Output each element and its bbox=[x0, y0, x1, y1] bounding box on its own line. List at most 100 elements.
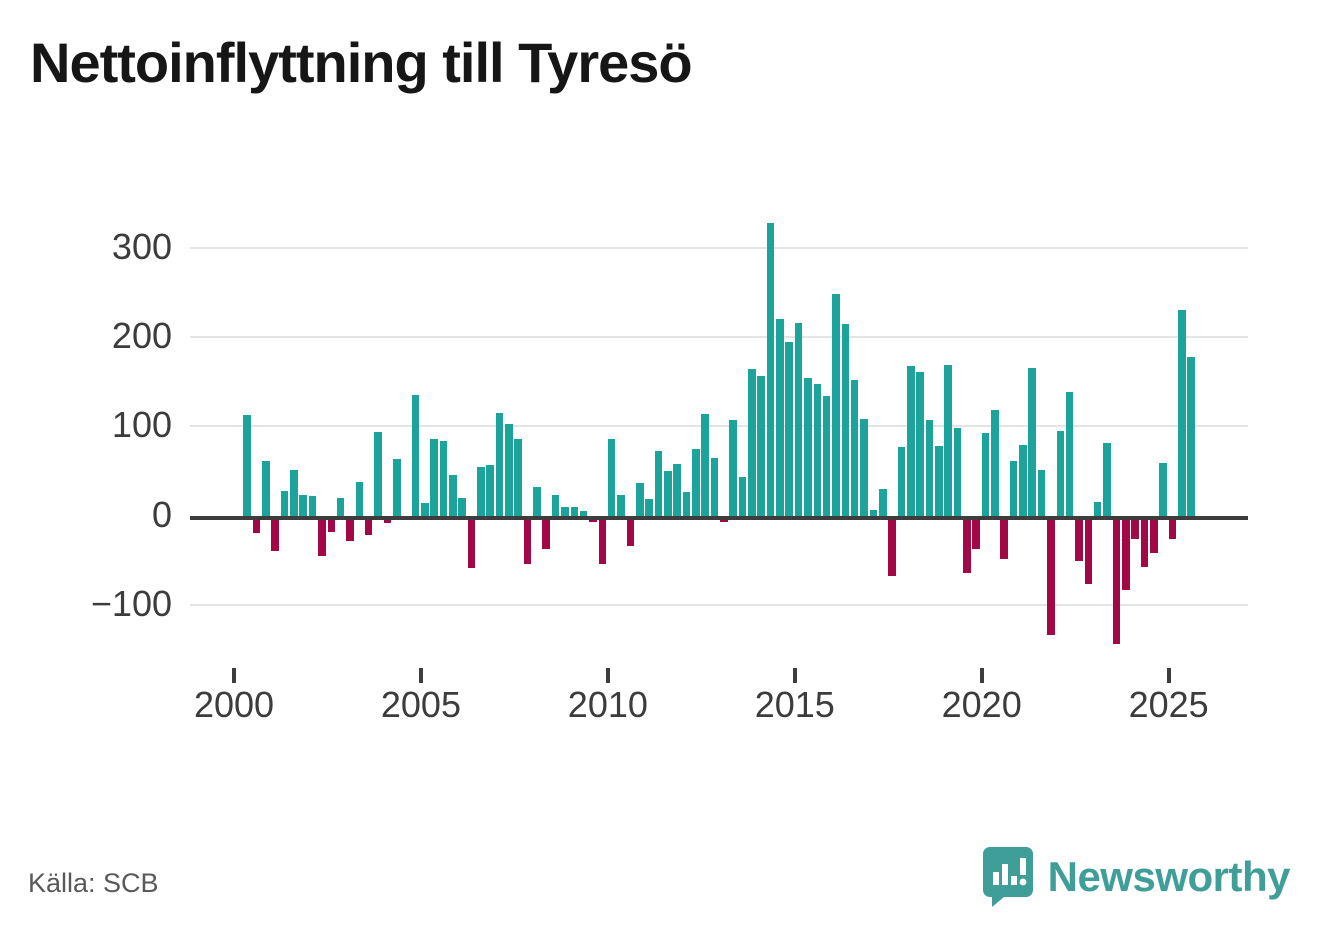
plot-area bbox=[190, 210, 1248, 662]
bar-2012-Q4 bbox=[710, 458, 719, 518]
bar-2003-Q1 bbox=[346, 517, 354, 541]
bar-2022-Q1 bbox=[1056, 430, 1065, 518]
bar-2006-Q2 bbox=[467, 517, 476, 569]
bar-2009-Q2 bbox=[579, 511, 588, 518]
x-tick-label-2025: 2025 bbox=[1128, 684, 1209, 725]
bar-2022-Q3 bbox=[1075, 517, 1083, 562]
y-tick-label-0: 0 bbox=[151, 493, 172, 535]
x-tick-label-2000: 2000 bbox=[193, 684, 275, 725]
bar-2015-Q2 bbox=[804, 377, 812, 518]
y-tick-label-100: 100 bbox=[111, 404, 172, 446]
bar-2017-Q1 bbox=[869, 510, 878, 518]
bar-2024-Q3 bbox=[1149, 517, 1158, 554]
bar-2005-Q1 bbox=[420, 502, 429, 518]
bar-2001-Q3 bbox=[290, 469, 298, 518]
x-tick-label-2020: 2020 bbox=[941, 684, 1022, 725]
bar-2002-Q1 bbox=[308, 495, 317, 518]
bar-2025-Q3 bbox=[1187, 357, 1195, 518]
bar-2002-Q2 bbox=[318, 517, 326, 556]
bar-2014-Q3 bbox=[776, 318, 784, 518]
bar-2019-Q1 bbox=[944, 364, 952, 518]
bar-2008-Q1 bbox=[533, 486, 541, 518]
bar-2023-Q3 bbox=[1112, 517, 1121, 645]
bar-2010-Q4 bbox=[635, 483, 644, 518]
bar-2007-Q1 bbox=[495, 412, 504, 518]
bar-2015-Q4 bbox=[822, 395, 831, 518]
x-tick-2015 bbox=[792, 668, 797, 683]
x-tick-2000 bbox=[232, 668, 236, 683]
bar-2018-Q2 bbox=[916, 371, 924, 518]
bar-2025-Q1 bbox=[1168, 517, 1177, 539]
source-note: Källa: SCB bbox=[28, 868, 159, 898]
bar-2009-Q3 bbox=[589, 517, 597, 522]
bar-2021-Q1 bbox=[1019, 444, 1027, 518]
bar-2012-Q3 bbox=[701, 413, 709, 518]
x-tick-2025 bbox=[1166, 668, 1171, 683]
bar-2015-Q1 bbox=[794, 323, 803, 518]
bar-2012-Q2 bbox=[692, 449, 700, 518]
brand-name: Newsworthy bbox=[1047, 853, 1291, 900]
bar-2013-Q2 bbox=[729, 419, 737, 518]
bar-2008-Q2 bbox=[542, 517, 551, 549]
bar-2001-Q1 bbox=[271, 517, 280, 552]
bar-2011-Q1 bbox=[645, 499, 653, 518]
bar-2006-Q1 bbox=[458, 497, 466, 518]
bar-2006-Q4 bbox=[486, 464, 494, 518]
bar-2018-Q4 bbox=[935, 445, 943, 518]
x-tick-label-2010: 2010 bbox=[567, 684, 648, 725]
bar-2010-Q3 bbox=[626, 517, 635, 547]
bar-2005-Q2 bbox=[430, 438, 438, 518]
bar-2014-Q4 bbox=[785, 342, 794, 518]
y-tick-label--100: −100 bbox=[90, 582, 172, 624]
bar-2023-Q2 bbox=[1103, 443, 1111, 518]
bar-2005-Q3 bbox=[439, 441, 448, 518]
bar-2017-Q2 bbox=[878, 488, 887, 518]
gridline-300 bbox=[190, 246, 1248, 249]
bar-2002-Q4 bbox=[336, 497, 345, 518]
bar-2012-Q1 bbox=[682, 492, 691, 518]
bar-2021-Q4 bbox=[1047, 517, 1055, 635]
y-tick-label-200: 200 bbox=[111, 314, 172, 356]
bar-2009-Q4 bbox=[598, 517, 607, 564]
bar-2010-Q1 bbox=[607, 438, 616, 518]
bar-2020-Q4 bbox=[1009, 461, 1018, 518]
bar-2017-Q4 bbox=[897, 446, 906, 518]
bar-2018-Q3 bbox=[925, 419, 934, 518]
bar-2004-Q2 bbox=[392, 459, 401, 518]
bar-2008-Q3 bbox=[551, 494, 560, 518]
bar-2024-Q2 bbox=[1140, 517, 1149, 567]
x-tick-2020 bbox=[979, 668, 984, 683]
bar-2013-Q1 bbox=[720, 517, 728, 522]
bar-2019-Q3 bbox=[963, 517, 971, 573]
bar-2021-Q2 bbox=[1028, 368, 1037, 518]
bar-2001-Q4 bbox=[299, 494, 308, 518]
bar-2016-Q1 bbox=[832, 293, 840, 518]
bar-2000-Q2 bbox=[243, 415, 251, 518]
x-tick-2005 bbox=[418, 668, 423, 683]
bar-2000-Q3 bbox=[252, 517, 261, 533]
bar-2011-Q4 bbox=[673, 463, 681, 518]
bar-2007-Q2 bbox=[505, 424, 513, 518]
bar-2002-Q3 bbox=[327, 517, 336, 532]
gridline-200 bbox=[190, 335, 1248, 338]
x-tick-label-2005: 2005 bbox=[380, 684, 461, 725]
bar-2016-Q3 bbox=[850, 379, 859, 518]
bar-2003-Q2 bbox=[355, 481, 364, 518]
bar-2004-Q4 bbox=[411, 394, 420, 518]
bar-2024-Q1 bbox=[1131, 517, 1139, 539]
bar-2024-Q4 bbox=[1159, 462, 1167, 518]
bar-2020-Q1 bbox=[981, 433, 990, 518]
bar-2022-Q4 bbox=[1084, 517, 1093, 585]
bar-2020-Q3 bbox=[1000, 517, 1009, 559]
y-tick-label-300: 300 bbox=[111, 225, 172, 267]
bar-2016-Q4 bbox=[860, 419, 868, 518]
bar-2018-Q1 bbox=[906, 366, 915, 518]
bar-2014-Q2 bbox=[766, 223, 775, 518]
bar-2011-Q2 bbox=[654, 451, 663, 518]
bar-2003-Q3 bbox=[364, 517, 373, 536]
bar-chart-pin-icon bbox=[982, 847, 1033, 907]
bar-2020-Q2 bbox=[991, 410, 999, 518]
bar-2013-Q3 bbox=[738, 477, 747, 518]
bar-2016-Q2 bbox=[841, 324, 850, 518]
bar-2019-Q4 bbox=[972, 517, 980, 549]
